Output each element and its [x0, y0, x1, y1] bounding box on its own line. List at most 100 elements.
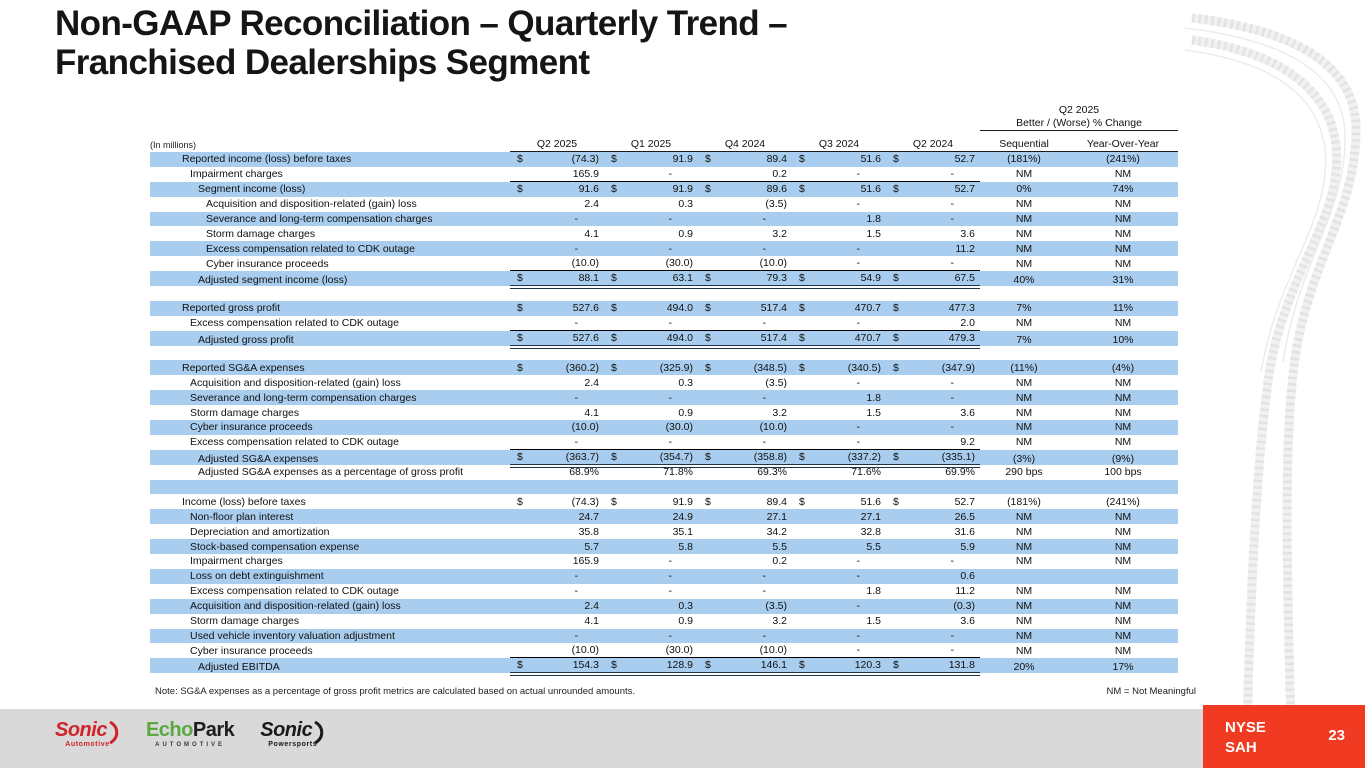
- cell-value: 26.5: [954, 510, 975, 523]
- row-label: Stock-based compensation expense: [190, 540, 360, 553]
- sequential-change-value: NM: [1015, 629, 1033, 642]
- sequential-change-value: (181%): [1007, 495, 1041, 508]
- dollar-sign: [792, 316, 812, 331]
- cell-value: -: [950, 213, 955, 225]
- dollar-sign: [886, 524, 906, 539]
- dollar-sign: [510, 390, 530, 405]
- dollar-sign: [698, 569, 718, 584]
- cell-value: 1.5: [866, 227, 881, 240]
- dollar-sign: [792, 167, 812, 182]
- dollar-sign: $: [517, 183, 523, 196]
- cell-value: -: [906, 643, 980, 659]
- cell-value: (354.7): [624, 450, 698, 468]
- dollar-sign: [510, 480, 530, 495]
- ticker-exchange: NYSE: [1225, 719, 1266, 736]
- dollar-sign: $: [705, 361, 711, 374]
- row-label: Acquisition and disposition-related (gai…: [190, 376, 401, 389]
- dollar-sign: [698, 226, 718, 241]
- sequential-change-value: NM: [1015, 257, 1033, 270]
- year-over-year-change-value: NM: [1114, 168, 1132, 181]
- table-row: Acquisition and disposition-related (gai…: [150, 598, 1178, 614]
- dollar-sign: [792, 286, 812, 301]
- dollar-sign: $: [611, 495, 617, 508]
- year-over-year-change-value: NM: [1114, 242, 1132, 255]
- cell-value: -: [856, 555, 861, 568]
- cell-value: -: [762, 585, 767, 598]
- dollar-sign: [698, 465, 718, 480]
- cell-value: -: [950, 376, 955, 389]
- cell-value: -: [950, 391, 955, 404]
- table-row: Stock-based compensation expense 5.7 5.8 5.…: [150, 539, 1178, 555]
- dollar-sign: [698, 480, 718, 495]
- table-row: Cyber insurance proceeds (10.0) (30.0) (10.…: [150, 256, 1178, 272]
- cell-value: (3.5): [765, 198, 787, 211]
- year-over-year-change-value: [1068, 480, 1178, 495]
- dollar-sign: [698, 643, 718, 659]
- dollar-sign: [698, 212, 718, 227]
- cell-value: 67.5: [906, 271, 980, 290]
- cell-value: 5.8: [678, 540, 693, 553]
- dollar-sign: [604, 554, 624, 569]
- dollar-sign: $: [705, 302, 711, 315]
- table-row: Cyber insurance proceeds (10.0) (30.0) (10.…: [150, 643, 1178, 659]
- sequential-change-value: 0%: [1016, 183, 1032, 196]
- sonic-powersports-logo: Sonic Powersports: [260, 719, 325, 748]
- cell-value: [906, 346, 980, 361]
- dollar-sign: [604, 509, 624, 524]
- dollar-sign: [698, 375, 718, 390]
- row-label: Reported gross profit: [182, 302, 281, 315]
- dollar-sign: [604, 435, 624, 450]
- row-label: Non-floor plan interest: [190, 510, 294, 523]
- units-label: (In millions): [150, 140, 197, 150]
- cell-value: 1.8: [866, 213, 881, 225]
- cell-value: 34.2: [766, 525, 787, 538]
- cell-value: -: [906, 167, 980, 182]
- row-label: Acquisition and disposition-related (gai…: [206, 198, 417, 211]
- dollar-sign: [886, 375, 906, 390]
- row-label: Excess compensation related to CDK outag…: [190, 436, 399, 449]
- dollar-sign: $: [705, 153, 711, 166]
- cell-value: (74.3): [571, 153, 599, 166]
- table-row: Segment income (loss) $91.6 $91.9 $89.6 $51.…: [150, 181, 1178, 197]
- cell-value: (363.7): [530, 450, 604, 468]
- sequential-change-value: NM: [1015, 600, 1033, 613]
- cell-value: 479.3: [906, 331, 980, 349]
- dollar-sign: [698, 614, 718, 629]
- cell-value: -: [668, 570, 673, 583]
- sequential-change-value: NM: [1015, 510, 1033, 523]
- dollar-sign: [792, 390, 812, 405]
- echopark-logo: EchoPark AUTOMOTIVE: [146, 719, 235, 748]
- dollar-sign: [792, 241, 812, 256]
- nyse-ticker-block: NYSE SAH 23: [1203, 705, 1365, 768]
- cell-value: 52.7: [954, 153, 975, 166]
- table-row: Adjusted gross profit $527.6 $494.0 $517.4 $…: [150, 330, 1178, 349]
- dollar-sign: $: [799, 302, 805, 315]
- dollar-sign: $: [517, 302, 523, 315]
- dollar-sign: $: [611, 183, 617, 196]
- cell-value: 52.7: [954, 183, 975, 196]
- dollar-sign: [792, 524, 812, 539]
- cell-value: (337.2): [812, 450, 886, 468]
- cell-value: 69.9%: [945, 466, 975, 479]
- year-over-year-change-value: NM: [1114, 436, 1132, 449]
- cell-value: -: [530, 316, 604, 331]
- cell-value: 31.6: [954, 525, 975, 538]
- ticker-symbol: NYSE SAH: [1225, 718, 1266, 757]
- sequential-change-value: NM: [1015, 615, 1033, 628]
- year-over-year-change-value: NM: [1114, 317, 1132, 330]
- cell-value: 1.8: [866, 585, 881, 598]
- cell-value: 494.0: [666, 302, 693, 315]
- dollar-sign: [604, 465, 624, 480]
- cell-value: -: [856, 629, 861, 642]
- cell-value: 0.2: [772, 555, 787, 568]
- cell-value: -: [812, 643, 886, 659]
- dollar-sign: $: [698, 331, 718, 349]
- cell-value: -: [624, 435, 698, 450]
- sequential-change-value: NM: [1015, 436, 1033, 449]
- table-row: Adjusted SG&A expenses as a percentage o…: [150, 464, 1178, 480]
- dollar-sign: $: [510, 450, 530, 468]
- cell-value: 517.4: [760, 302, 787, 315]
- cell-value: (10.0): [718, 643, 792, 659]
- cell-value: (74.3): [571, 495, 599, 508]
- row-label: [150, 346, 510, 361]
